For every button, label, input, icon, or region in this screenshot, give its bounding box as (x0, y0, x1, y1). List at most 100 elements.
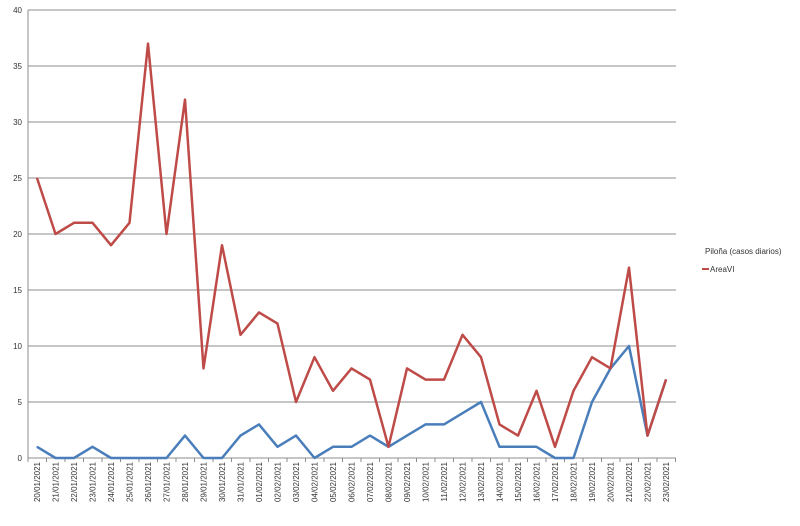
legend-entry-pilona: Piloña (casos diarios) (705, 247, 782, 256)
legend-entry-areavi: AreaVI (710, 265, 734, 274)
y-tick-label: 0 (18, 454, 23, 463)
data-point (480, 401, 482, 403)
data-point (591, 401, 593, 403)
x-tick-label: 20/02/2021 (607, 461, 616, 502)
y-tick-label: 25 (13, 174, 22, 183)
x-tick-label: 23/01/2021 (89, 461, 98, 502)
data-point (202, 367, 205, 369)
y-tick-label: 5 (18, 398, 23, 407)
x-tick-label: 05/02/2021 (329, 461, 338, 502)
data-point (628, 345, 630, 347)
data-point (609, 367, 612, 369)
data-point (221, 244, 223, 246)
data-point (369, 379, 371, 381)
x-tick-label: 21/01/2021 (52, 461, 61, 502)
data-point (406, 367, 408, 369)
data-point (646, 435, 649, 437)
data-point (73, 222, 75, 224)
data-point (276, 446, 279, 448)
x-tick-label: 22/02/2021 (644, 461, 653, 502)
data-point (295, 401, 297, 403)
data-point (350, 367, 353, 369)
data-point (387, 446, 390, 448)
x-tick-label: 19/02/2021 (588, 461, 597, 502)
x-tick-label: 15/02/2021 (514, 461, 523, 502)
data-point (535, 390, 538, 392)
x-tick-label: 20/01/2021 (33, 461, 42, 502)
data-point (424, 423, 427, 425)
data-point (461, 334, 464, 336)
x-tick-label: 31/01/2021 (237, 461, 246, 502)
x-tick-label: 09/02/2021 (403, 461, 412, 502)
data-point (332, 446, 334, 448)
x-tick-label: 23/02/2021 (662, 461, 671, 502)
data-point (239, 435, 242, 437)
x-tick-label: 30/01/2021 (218, 461, 227, 502)
data-point (202, 457, 205, 459)
data-point (369, 435, 371, 437)
gridlines (27, 9, 676, 459)
data-point (128, 222, 131, 224)
data-point (73, 457, 75, 459)
x-tick-label: 27/01/2021 (163, 461, 172, 502)
data-point (424, 379, 427, 381)
y-tick-label: 30 (13, 118, 22, 127)
x-tick-label: 24/01/2021 (107, 461, 116, 502)
data-point (572, 390, 575, 392)
data-point (498, 423, 501, 425)
data-point (239, 334, 242, 336)
x-tick-label: 02/02/2021 (274, 461, 283, 502)
data-point (517, 446, 519, 448)
data-point (184, 435, 186, 437)
data-point (184, 99, 186, 101)
data-point (258, 423, 260, 425)
x-tick-label: 12/02/2021 (459, 461, 468, 502)
data-point (128, 457, 131, 459)
data-point (91, 222, 94, 224)
data-point (443, 423, 445, 425)
x-tick-label: 17/02/2021 (551, 461, 560, 502)
data-point (554, 457, 556, 459)
x-tick-label: 26/01/2021 (144, 461, 153, 502)
series-lines (35, 42, 668, 460)
data-point (572, 457, 575, 459)
data-point (332, 390, 334, 392)
x-tick-label: 03/02/2021 (292, 461, 301, 502)
data-point (36, 446, 38, 448)
x-tick-label: 13/02/2021 (477, 461, 486, 502)
data-point (350, 446, 353, 448)
data-point (276, 323, 279, 325)
data-point (165, 233, 168, 235)
x-tick-label: 04/02/2021 (311, 461, 320, 502)
data-point (313, 457, 316, 459)
data-point (406, 435, 408, 437)
data-point (461, 412, 464, 414)
data-point (554, 446, 556, 448)
x-tick-label: 16/02/2021 (533, 461, 542, 502)
x-tick-label: 08/02/2021 (385, 461, 394, 502)
y-tick-label: 10 (13, 342, 22, 351)
x-tick-label: 06/02/2021 (348, 461, 357, 502)
data-point (110, 244, 112, 246)
y-tick-label: 20 (13, 230, 22, 239)
data-point (665, 379, 667, 381)
x-tick-label: 22/01/2021 (70, 461, 79, 502)
y-tick-label: 35 (13, 62, 22, 71)
x-tick-label: 10/02/2021 (422, 461, 431, 502)
x-tick-label: 28/01/2021 (181, 461, 190, 502)
data-point (147, 457, 149, 459)
data-point (313, 356, 316, 358)
x-tick-label: 11/02/2021 (440, 461, 449, 501)
x-tick-label: 18/02/2021 (570, 461, 579, 502)
data-point (628, 267, 630, 269)
x-axis-tick-labels: 20/01/2021 21/01/2021 22/01/2021 23/01/2021… (27, 458, 676, 502)
data-point (91, 446, 94, 448)
data-point (54, 457, 57, 459)
data-point (54, 233, 57, 235)
data-point (110, 457, 112, 459)
data-point (443, 379, 445, 381)
x-tick-label: 25/01/2021 (126, 461, 135, 502)
data-point (36, 177, 38, 179)
y-axis-tick-labels: 0 5 10 15 20 25 30 35 40 (13, 6, 22, 463)
